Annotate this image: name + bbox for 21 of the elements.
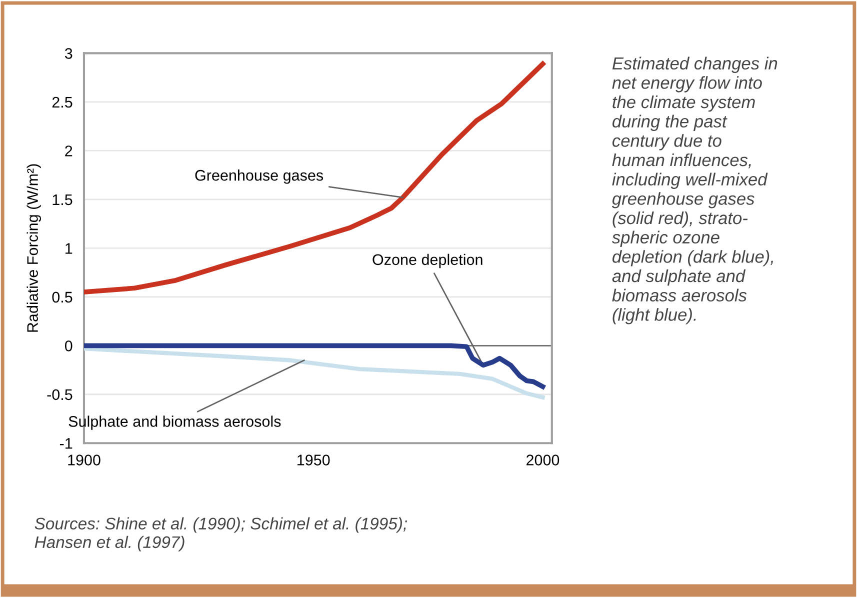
y-tick-label: -0.5	[47, 389, 72, 400]
y-tick-label: 2.5	[52, 96, 72, 108]
annotation: Greenhouse gases	[195, 170, 324, 184]
line-series	[84, 343, 546, 390]
line-series	[84, 346, 545, 400]
source-note: Sources: Shine et al. (1990); Schimel et al. (1995); Hansen et al. (1997)	[34, 517, 408, 552]
x-tick-label: 1950	[298, 454, 330, 466]
y-tick-label: 2	[65, 146, 72, 156]
y-tick-label: 1	[66, 243, 72, 254]
text: Estimated changes in net energy flow into the climate system during the past century due to human influences, including well-mixed greenhouse gases (solid red), strato- spheric ozone depletion (dark blue), and sulphate and biomass aerosols (light blue).	[612, 56, 778, 324]
y-tick-label: 1.5	[52, 194, 72, 206]
x-tick-label: 1900	[68, 454, 100, 466]
line-series	[84, 62, 546, 294]
annotation: Ozone depletion	[372, 254, 482, 268]
y-tick-label: -1	[60, 438, 72, 449]
y-axis-title: Radiative Forcing (W/m²)	[26, 164, 41, 332]
y-tick-label: 0.5	[52, 292, 72, 303]
y-tick-label: 0	[64, 340, 72, 352]
y-tick-label: 3	[64, 48, 72, 59]
x-tick-label: 2000	[526, 454, 560, 466]
annotation: Sulphate and biomass aerosols	[68, 416, 281, 430]
